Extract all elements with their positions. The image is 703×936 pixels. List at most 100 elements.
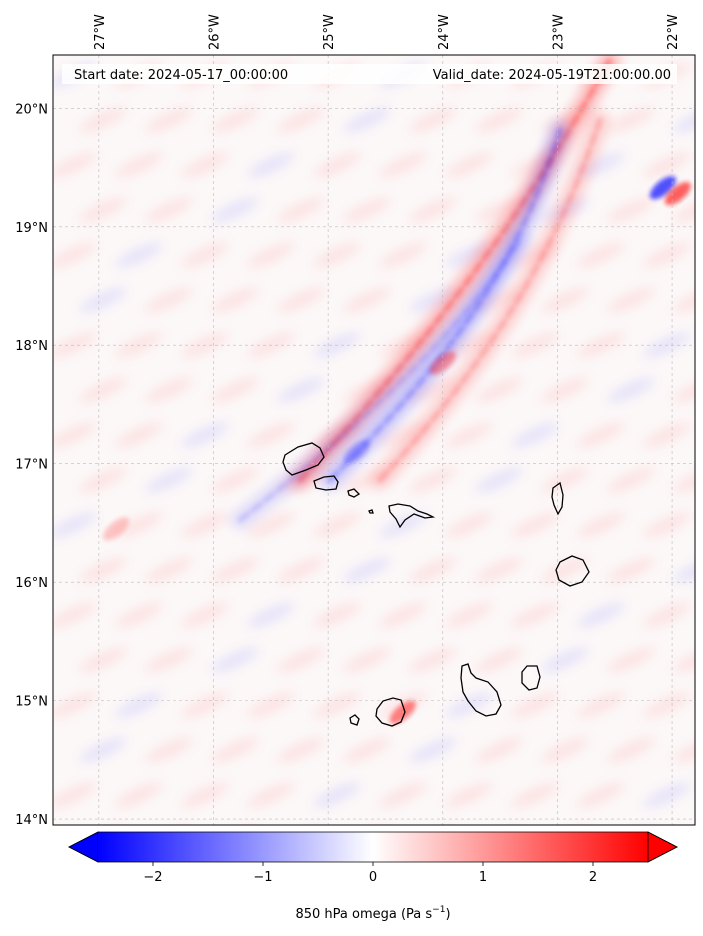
lon-tick-label: 22°W [666, 14, 681, 50]
mottle-cell [673, 737, 695, 763]
mottle-cell [673, 647, 695, 673]
mottle-cell [247, 602, 295, 628]
colorbar-ticks: −2 −1 0 1 2 [143, 862, 597, 885]
mottle-cell [343, 647, 391, 673]
island-sao-nicolau [388, 503, 436, 529]
mottle-cell [343, 557, 391, 583]
mottle-cell [541, 467, 589, 493]
mottle-cell [409, 287, 457, 313]
mottle-cell [277, 557, 325, 583]
colorbar-extend-low [68, 831, 99, 863]
mottle-cell [379, 782, 427, 808]
island-fogo [375, 697, 406, 727]
mottle-cell [313, 512, 361, 538]
mottle-cell [145, 737, 193, 763]
mottle-cell [53, 602, 97, 628]
mottle-cell [211, 737, 259, 763]
mottle-cell [211, 467, 259, 493]
mottle-cell [409, 377, 457, 403]
mottle-cell [181, 242, 229, 268]
mottle-cell [643, 512, 691, 538]
island-sal [551, 481, 564, 516]
mottle-cell [181, 782, 229, 808]
mottle-cell [181, 692, 229, 718]
mottle-cell [247, 692, 295, 718]
mottle-cell [53, 422, 97, 448]
mottle-cell [343, 107, 391, 133]
mottle-cell [445, 692, 493, 718]
mottle-cell [115, 602, 163, 628]
island-maio [521, 665, 541, 691]
mottle-cell [53, 152, 97, 178]
mottle-cell [181, 422, 229, 448]
lat-tick-label: 16°N [15, 576, 48, 591]
mottle-cell [643, 242, 691, 268]
mottle-cell [313, 602, 361, 628]
mottle-cell [145, 647, 193, 673]
lon-tick-label: 25°W [322, 14, 337, 50]
mottle-cell [247, 782, 295, 808]
mottle-cell [607, 377, 655, 403]
lat-tick-label: 20°N [15, 102, 48, 117]
mottle-cell [277, 377, 325, 403]
colorbar-label-prefix: 850 hPa omega (Pa s [295, 907, 432, 922]
mottle-cell [277, 647, 325, 673]
mottle-cell [607, 737, 655, 763]
mottle-cell [313, 152, 361, 178]
island-sao-vicente [313, 475, 339, 491]
colorbar: −2 −1 0 1 2 850 hPa omega (Pa s−1) [68, 831, 678, 922]
mottle-cell [313, 692, 361, 718]
mottle-cell [577, 512, 625, 538]
mottle-cell [211, 647, 259, 673]
mottle-cell [79, 377, 127, 403]
lat-tick-label: 17°N [15, 458, 48, 473]
mottle-cell [673, 377, 695, 403]
omega-field-layer [53, 55, 695, 808]
mottle-cell [607, 647, 655, 673]
mottle-cell [343, 287, 391, 313]
mottle-cell [445, 782, 493, 808]
valid-date-label: Valid_date: 2024-05-19T21:00:00.00 [433, 68, 671, 83]
mottle-cell [511, 512, 559, 538]
mottle-cell [577, 422, 625, 448]
mottle-cell [673, 557, 695, 583]
header-band [62, 64, 677, 84]
mottle-cell [607, 287, 655, 313]
mottle-cell [643, 692, 691, 718]
mottle-cell [247, 512, 295, 538]
mottle-cell [511, 422, 559, 448]
mottle-cell [475, 377, 523, 403]
mottle-cell [475, 107, 523, 133]
mottle-cell [145, 467, 193, 493]
mottle-cell [511, 602, 559, 628]
mottle-cell [115, 422, 163, 448]
mottle-cell [53, 512, 97, 538]
mottle-cell [541, 647, 589, 673]
mottle-cell [607, 107, 655, 133]
island-santiago [460, 663, 502, 717]
mottle-cell [115, 512, 163, 538]
mottle-cell [79, 467, 127, 493]
mottle-cell [79, 647, 127, 673]
mottle-cell [79, 287, 127, 313]
omega-hotspot [649, 176, 676, 200]
latitude-labels: 20°N 19°N 18°N 17°N 16°N 15°N 14°N [15, 102, 48, 828]
lon-tick-label: 27°W [93, 14, 108, 50]
mottle-cell [211, 377, 259, 403]
mottle-cell [145, 107, 193, 133]
mottle-cell [277, 287, 325, 313]
island-santa-luzia [347, 488, 361, 498]
mottle-cell [673, 467, 695, 493]
colorbar-tick-label: −2 [143, 870, 162, 885]
mottle-cell [277, 197, 325, 223]
mottle-cell [115, 242, 163, 268]
mottle-cell [673, 197, 695, 223]
mottle-cell [643, 152, 691, 178]
mottle-cell [379, 602, 427, 628]
mottle-cell [511, 782, 559, 808]
lat-tick-label: 15°N [15, 695, 48, 710]
mottle-cell [409, 557, 457, 583]
colorbar-tick-label: 2 [589, 870, 597, 885]
mottle-cell [145, 197, 193, 223]
mottle-cell [577, 242, 625, 268]
